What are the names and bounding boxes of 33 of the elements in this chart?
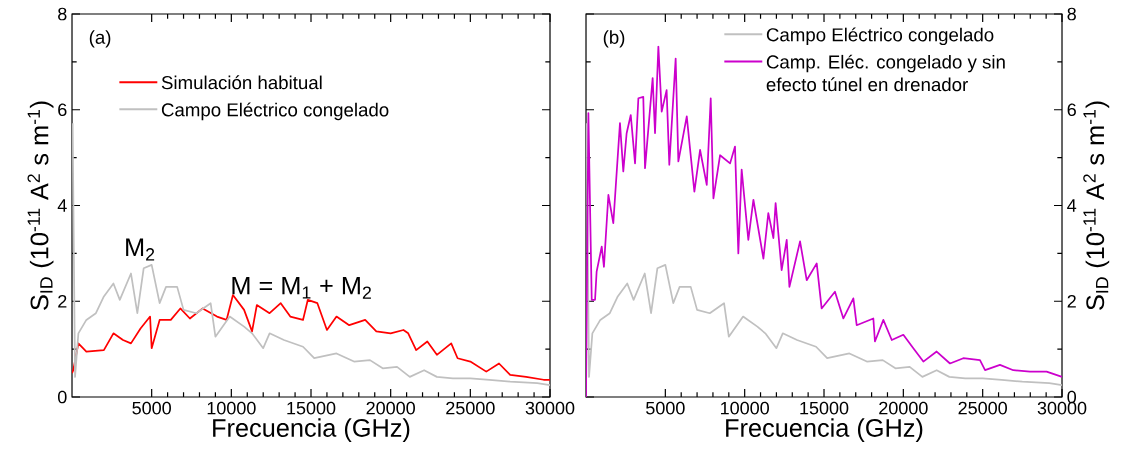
x-axis-title: Frecuencia (GHz) bbox=[726, 418, 923, 442]
legend-label: Camp. Eléc. congelado y sin efecto túnel en drenador bbox=[766, 54, 1005, 92]
x-tick-label: 20000 bbox=[879, 401, 928, 415]
legend-label: Simulación habitual bbox=[161, 75, 322, 90]
x-tick-label: 30000 bbox=[525, 401, 575, 415]
x-tick-label: 25000 bbox=[958, 401, 1007, 415]
x-tick-label: 5000 bbox=[132, 401, 171, 415]
line-series bbox=[72, 122, 551, 386]
x-tick-label: 5000 bbox=[646, 401, 685, 415]
legend-label: Campo Eléctrico congelado bbox=[766, 27, 994, 46]
annotation: M$_{2}$ bbox=[126, 238, 155, 261]
legend-label: Campo Eléctrico congelado bbox=[161, 102, 389, 121]
y-tick-label: 4 bbox=[57, 199, 67, 212]
y-tick-label: 8 bbox=[58, 7, 67, 21]
y-tick-label: 4 bbox=[1067, 199, 1077, 212]
x-tick-label: 15000 bbox=[287, 401, 336, 415]
annotation: M = M$_{1}$ + M$_{2}$ bbox=[232, 276, 371, 299]
y-tick-label: 6 bbox=[58, 103, 67, 117]
x-tick-label: 20000 bbox=[366, 401, 415, 415]
annotation: (a) bbox=[89, 30, 111, 48]
text: S$_{ID}$ (10$^{-11}$ A$^{2}$ s m$^{-1}$) bbox=[27, 101, 54, 310]
y-tick-label: 8 bbox=[1067, 7, 1076, 21]
x-tick-label: 10000 bbox=[721, 401, 769, 415]
x-axis-title: Frecuencia (GHz) bbox=[213, 418, 410, 442]
x-tick-label: 10000 bbox=[207, 401, 256, 415]
annotation: (b) bbox=[603, 30, 625, 48]
y-tick-label: 2 bbox=[58, 294, 67, 308]
x-tick-label: 25000 bbox=[446, 401, 495, 415]
x-tick-label: 15000 bbox=[800, 401, 849, 415]
text: S$_{ID}$ (10$^{-11}$ A$^{2}$ s m$^{-1}$) bbox=[1083, 101, 1110, 310]
y-tick-label: 6 bbox=[1067, 103, 1076, 117]
y-tick-label: 2 bbox=[1067, 294, 1076, 308]
y-tick-label: 0 bbox=[58, 390, 67, 404]
